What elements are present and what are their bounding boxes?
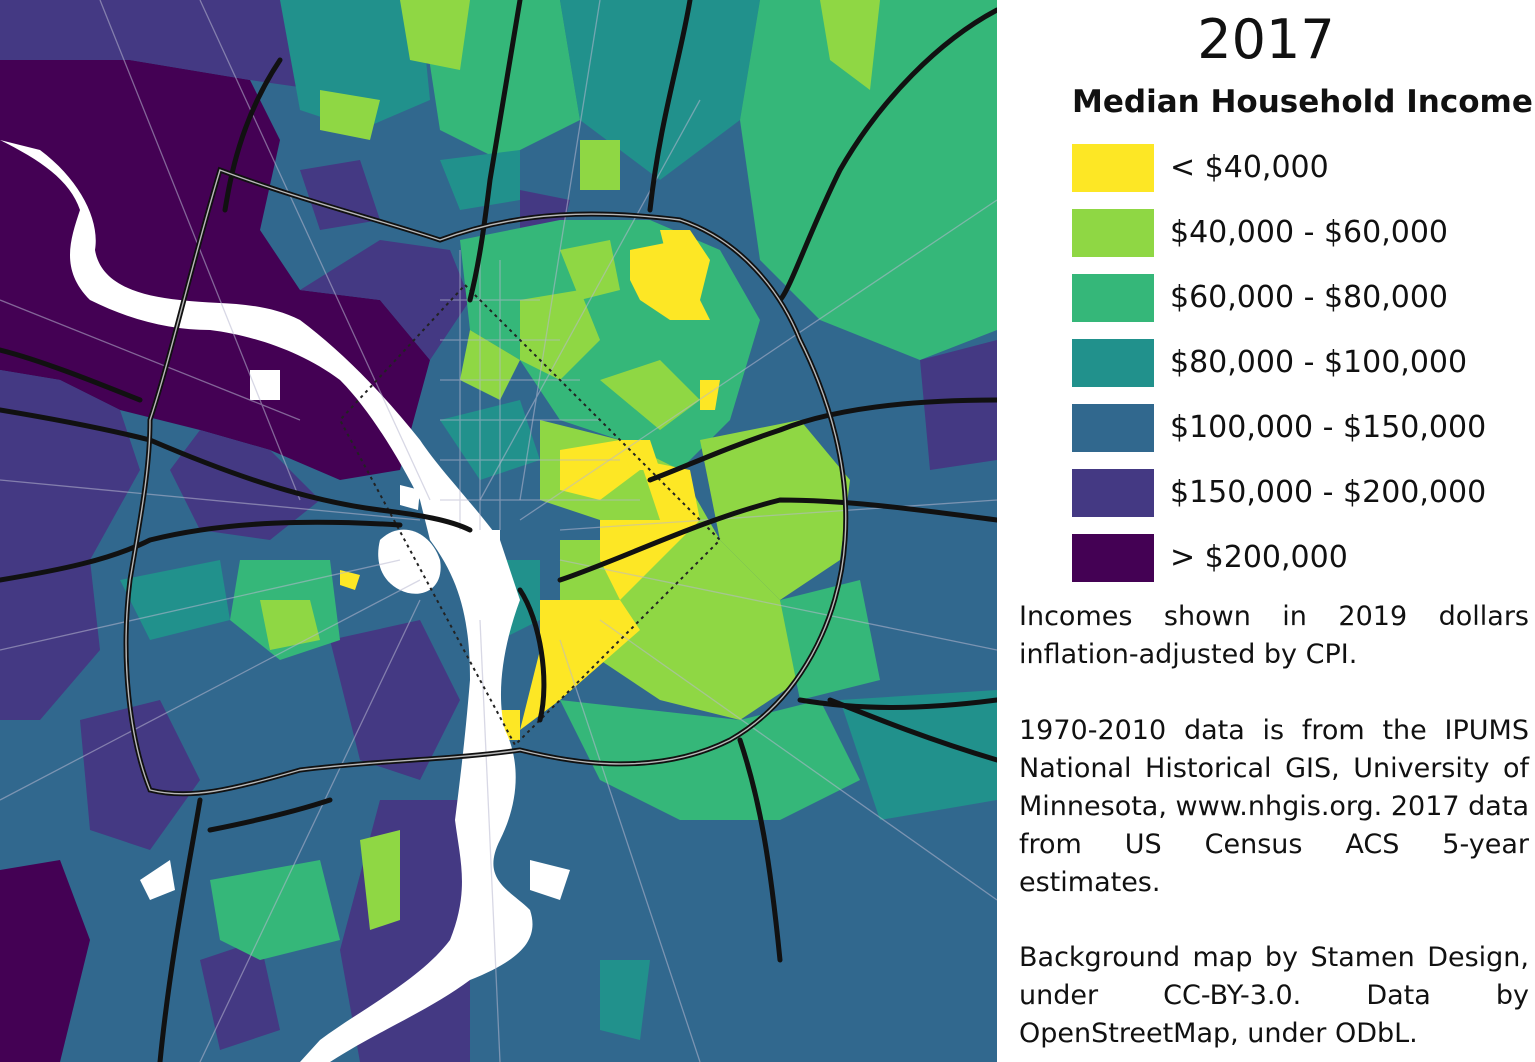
legend-label: $80,000 - $100,000 bbox=[1170, 345, 1468, 380]
legend-item: > $200,000 bbox=[1072, 525, 1486, 590]
legend-label: $40,000 - $60,000 bbox=[1170, 215, 1449, 250]
legend-item: < $40,000 bbox=[1072, 135, 1486, 200]
legend-item: $150,000 - $200,000 bbox=[1072, 460, 1486, 525]
legend-panel: 2017 Median Household Income < $40,000 $… bbox=[997, 0, 1535, 1062]
legend-item: $60,000 - $80,000 bbox=[1072, 265, 1486, 330]
legend-label: $150,000 - $200,000 bbox=[1170, 475, 1487, 510]
highway-highlights bbox=[125, 169, 847, 795]
legend-label: $100,000 - $150,000 bbox=[1170, 410, 1487, 445]
credits-note: Background map by Stamen Design, under C… bbox=[1019, 942, 1529, 1049]
income-regions bbox=[0, 0, 997, 1062]
legend-label: > $200,000 bbox=[1170, 540, 1348, 575]
legend-swatch bbox=[1072, 468, 1154, 517]
legend-swatch bbox=[1072, 533, 1154, 582]
data-source-note: 1970-2010 data is from the IPUMS Nationa… bbox=[1019, 715, 1529, 898]
legend-swatch bbox=[1072, 338, 1154, 387]
legend-item: $80,000 - $100,000 bbox=[1072, 330, 1486, 395]
legend-label: $60,000 - $80,000 bbox=[1170, 280, 1449, 315]
map-title-year: 2017 bbox=[1197, 8, 1335, 71]
legend-title: Median Household Income bbox=[1072, 84, 1533, 120]
legend-item: $40,000 - $60,000 bbox=[1072, 200, 1486, 265]
district-boundary bbox=[338, 283, 722, 747]
legend-swatch bbox=[1072, 273, 1154, 322]
minor-roads bbox=[0, 0, 997, 1062]
legend-swatch bbox=[1072, 403, 1154, 452]
income-choropleth-map[interactable] bbox=[0, 0, 997, 1062]
legend-item: $100,000 - $150,000 bbox=[1072, 395, 1486, 460]
inflation-note: Incomes shown in 2019 dollars inflation-… bbox=[1019, 601, 1529, 670]
legend-swatch bbox=[1072, 143, 1154, 192]
legend-swatch bbox=[1072, 208, 1154, 257]
legend: < $40,000 $40,000 - $60,000 $60,000 - $8… bbox=[1072, 135, 1486, 590]
legend-label: < $40,000 bbox=[1170, 150, 1329, 185]
